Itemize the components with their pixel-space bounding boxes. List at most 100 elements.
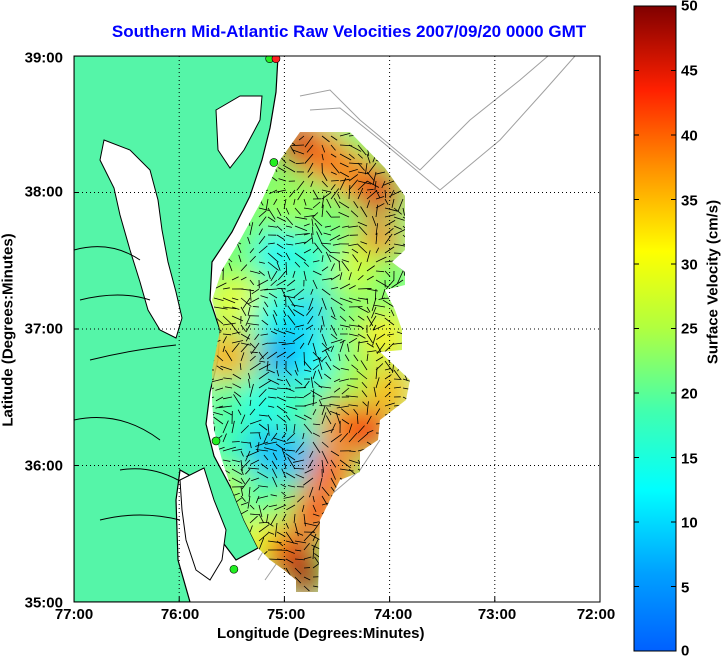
current-arrow [322,562,331,568]
colorbar-tick-label: 10 [681,515,698,532]
current-arrow [385,577,392,578]
current-arrow [401,299,403,307]
current-arrow [270,132,277,136]
current-arrow [403,550,409,551]
current-arrow [394,541,403,545]
current-arrow [367,136,373,141]
current-arrow [339,505,340,514]
current-arrow [376,451,377,464]
current-arrow [377,145,385,148]
current-arrow [348,579,349,586]
current-arrow [395,492,403,496]
current-arrow [332,573,340,577]
current-arrow [224,244,232,245]
current-arrow [361,559,367,568]
current-arrow [286,577,288,587]
current-arrow [387,442,394,448]
current-arrow [280,131,286,136]
current-arrow [322,593,328,595]
current-arrow [232,583,238,595]
current-arrow [379,459,385,460]
current-arrow [385,544,395,550]
current-arrow [358,478,362,483]
current-arrow [301,595,304,602]
current-arrow [214,587,224,595]
current-arrow [259,576,271,577]
x-tick-label: 75:00 [267,606,305,623]
current-arrow [387,289,394,293]
current-arrow [367,510,375,514]
current-arrow [247,213,250,226]
velocity-cell [308,448,356,496]
current-arrow [381,595,385,605]
current-arrow [358,288,372,289]
y-axis-label: Latitude (Degrees:Minutes) [0,233,17,426]
current-arrow [391,481,403,487]
colorbar-tick-label: 35 [681,193,698,210]
current-arrow [397,289,403,298]
current-arrow [271,586,277,592]
current-arrow [394,514,403,523]
current-arrow [356,515,358,523]
current-arrow [367,451,372,459]
current-arrow [326,528,331,532]
current-arrow [340,586,347,595]
current-arrow [390,134,403,136]
current-arrow [377,154,385,156]
current-arrow [388,167,394,172]
current-arrow [340,498,344,505]
x-tick-label: 73:00 [478,606,516,623]
current-arrow [374,487,385,495]
current-arrow [341,550,349,555]
current-arrow [391,433,394,443]
y-tick-label: 38:00 [25,184,63,201]
current-arrow [250,575,257,577]
current-arrow [344,507,349,514]
current-arrow [397,442,403,444]
current-arrow [398,586,403,596]
current-arrow [331,180,339,181]
current-arrow [376,575,382,577]
current-arrow [349,493,356,496]
current-arrow [392,433,403,440]
current-arrow [398,361,403,371]
current-arrow [376,526,378,532]
current-arrow [394,415,401,423]
current-arrow [389,505,403,507]
current-arrow [250,197,260,199]
current-arrow [265,595,277,599]
current-arrow [328,559,340,565]
current-arrow [272,135,277,145]
current-arrow [385,505,387,513]
current-arrow [329,513,331,523]
current-arrow [313,576,324,577]
current-arrow [394,568,402,570]
current-arrow [217,261,223,271]
current-arrow [277,577,278,583]
colorbar-tick-label: 5 [681,580,689,597]
current-arrow [367,469,370,475]
current-arrow [387,468,394,478]
current-arrow [382,496,385,504]
current-arrow [358,493,369,496]
current-arrow [367,591,375,595]
current-arrow [374,465,385,469]
current-arrow [276,146,277,154]
current-arrow [403,559,408,565]
colorbar-label: Surface Velocity (cm/s) [705,200,722,364]
current-arrow [343,568,349,577]
current-arrow [399,460,403,469]
current-arrow [250,585,263,586]
current-arrow [403,406,409,410]
current-arrow [399,424,403,437]
current-arrow [349,486,358,487]
colorbar-tick-label: 25 [681,321,698,338]
current-arrow [285,133,295,136]
x-tick-label: 74:00 [374,606,412,623]
colorbar-tick-label: 40 [681,128,698,145]
current-arrow [358,524,367,532]
current-arrow [259,168,268,172]
current-arrow [376,505,382,513]
current-arrow [376,478,385,482]
current-arrow [250,201,254,208]
